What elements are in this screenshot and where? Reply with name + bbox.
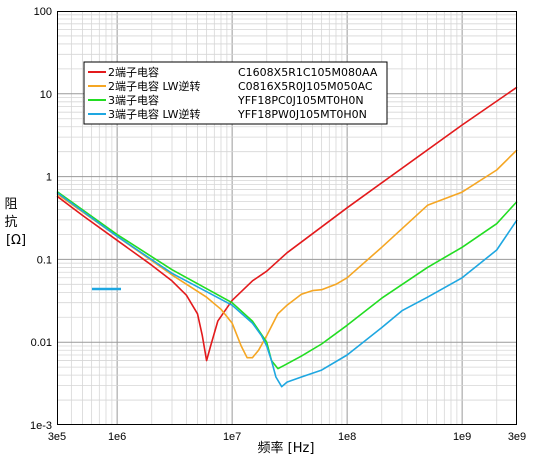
y-tick-label: 0.01 (31, 337, 52, 349)
legend-series-name: 2端子电容 (108, 65, 159, 79)
legend-part-number: YFF18PW0J105MT0H0N (237, 108, 367, 121)
series-line-4 (56, 191, 518, 388)
legend-series-name: 3端子电容 LW逆转 (108, 107, 201, 121)
y-tick-label: 10 (40, 89, 52, 101)
y-tick-label: 0.1 (37, 254, 52, 266)
x-tick-label: 1e6 (108, 431, 126, 443)
legend-box (83, 61, 388, 125)
y-axis-title-line-2: 抗 (4, 215, 17, 230)
legend-series-name: 2端子电容 LW逆转 (108, 79, 201, 93)
y-tick-label: 1 (46, 172, 52, 184)
legend-series-name: 3端子电容 (108, 93, 159, 107)
x-axis-title: 频率 [Hz] (258, 440, 315, 456)
legend-part-number: C1608X5R1C105M080AA (238, 66, 378, 79)
series-line-1 (56, 86, 518, 362)
y-tick-labels: 1e-3 0.01 0.1 1 10 100 (30, 6, 52, 432)
x-tick-label: 1e8 (338, 431, 356, 443)
plot-frame (57, 11, 517, 425)
y-tick-label: 1e-3 (30, 420, 52, 432)
x-tick-label: 3e5 (48, 431, 66, 443)
series-layer (56, 86, 518, 388)
x-tick-label: 1e7 (223, 431, 241, 443)
legend-part-number: YFF18PC0J105MT0H0N (237, 94, 364, 107)
x-tick-label: 3e9 (508, 431, 526, 443)
legend-part-number: C0816X5R0J105M050AC (238, 80, 373, 93)
legend: 2端子电容 C1608X5R1C105M080AA 2端子电容 LW逆转 C0816X… (83, 61, 388, 125)
series-line-3 (56, 190, 518, 370)
x-tick-label: 1e9 (453, 431, 471, 443)
y-axis-title-line-3: [Ω] (6, 233, 26, 248)
y-tick-label: 100 (34, 6, 52, 18)
series-line-2 (56, 149, 518, 359)
x-tick-labels: 3e5 1e6 1e7 1e8 1e9 3e9 (48, 431, 526, 443)
y-axis-title-line-1: 阻 (4, 197, 17, 212)
